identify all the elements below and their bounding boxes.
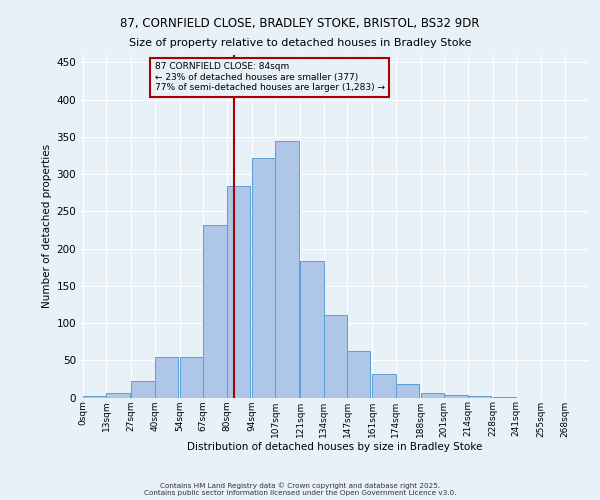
Bar [83,396,106,398]
Bar [301,261,324,398]
Bar [493,397,516,398]
Bar [395,384,419,398]
Text: 87, CORNFIELD CLOSE, BRADLEY STOKE, BRISTOL, BS32 9DR: 87, CORNFIELD CLOSE, BRADLEY STOKE, BRIS… [120,18,480,30]
Text: Contains HM Land Registry data © Crown copyright and database right 2025.
Contai: Contains HM Land Registry data © Crown c… [144,482,456,496]
Bar [421,393,444,398]
Bar [155,356,178,398]
Bar [324,315,347,398]
Bar [106,393,130,398]
Bar [227,186,250,398]
Y-axis label: Number of detached properties: Number of detached properties [42,144,52,308]
Bar [444,394,467,398]
Bar [467,396,491,398]
Text: 87 CORNFIELD CLOSE: 84sqm
← 23% of detached houses are smaller (377)
77% of semi: 87 CORNFIELD CLOSE: 84sqm ← 23% of detac… [155,62,385,92]
Bar [252,158,275,398]
Bar [203,225,227,398]
X-axis label: Distribution of detached houses by size in Bradley Stoke: Distribution of detached houses by size … [187,442,482,452]
Bar [180,356,203,398]
Bar [275,142,299,398]
Bar [347,350,370,398]
Bar [372,374,395,398]
Bar [131,381,155,398]
Text: Size of property relative to detached houses in Bradley Stoke: Size of property relative to detached ho… [129,38,471,48]
